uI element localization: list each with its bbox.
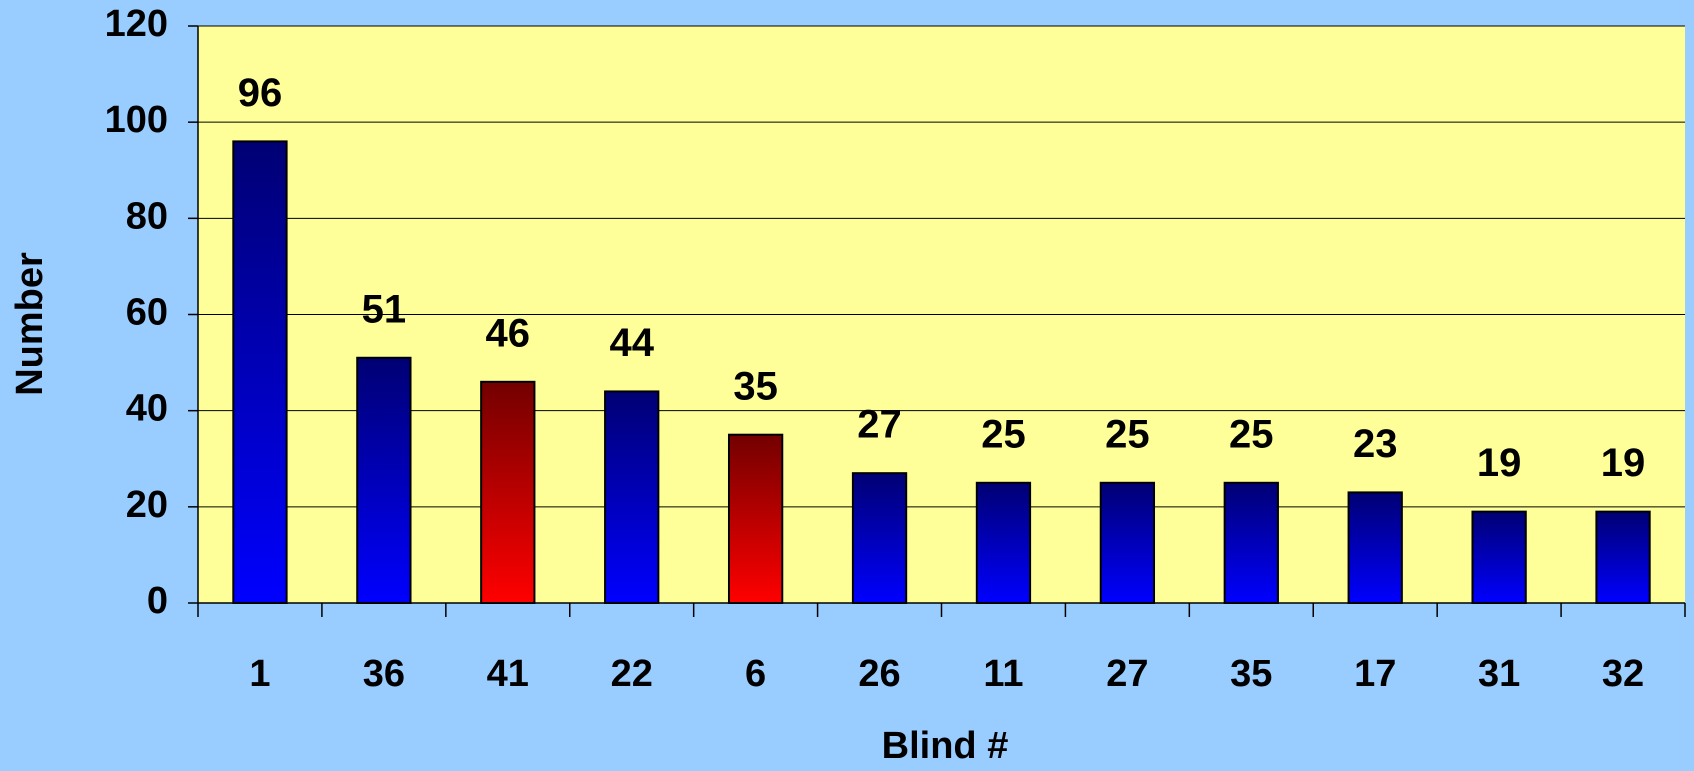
x-tick-label: 31 [1478,653,1520,695]
data-label: 35 [733,364,778,408]
x-tick-label: 41 [487,653,529,695]
bar [975,481,1032,604]
data-label: 51 [362,287,407,331]
bar [232,140,288,604]
x-tick-label: 32 [1602,653,1644,695]
x-tick-label: 27 [1106,653,1148,695]
bar [1471,510,1527,604]
bar [1595,510,1651,604]
y-tick-label: 20 [126,484,168,526]
bar [480,380,536,605]
bar [727,433,784,605]
bar [1223,481,1279,604]
y-tick-label: 120 [105,3,168,45]
bar [604,390,660,604]
bar [356,356,412,604]
y-tick-label: 80 [126,195,168,237]
data-label: 19 [1477,441,1522,485]
y-tick-label: 0 [147,580,168,622]
data-label: 46 [486,311,531,355]
x-axis-title: Blind # [882,725,1009,767]
y-axis-title: Number [9,252,51,396]
x-tick-label: 17 [1354,653,1396,695]
x-tick-label: 35 [1230,653,1272,695]
x-tick-label: 22 [611,653,653,695]
x-tick-label: 26 [858,653,900,695]
x-tick-label: 11 [983,653,1023,695]
x-tick-label: 1 [249,653,270,695]
data-label: 25 [1229,412,1274,456]
x-tick-label: 6 [745,653,766,695]
data-label: 25 [981,412,1026,456]
data-label: 27 [857,403,902,447]
data-label: 96 [238,71,283,115]
bar [1099,481,1156,604]
data-label: 23 [1353,422,1398,466]
data-label: 25 [1105,412,1150,456]
bar [1347,491,1403,604]
y-tick-label: 100 [105,99,168,141]
bar [851,472,908,604]
y-tick-label: 40 [126,388,168,430]
y-tick-label: 60 [126,292,168,334]
data-label: 19 [1601,441,1646,485]
x-tick-label: 36 [363,653,405,695]
data-label: 44 [609,321,654,365]
